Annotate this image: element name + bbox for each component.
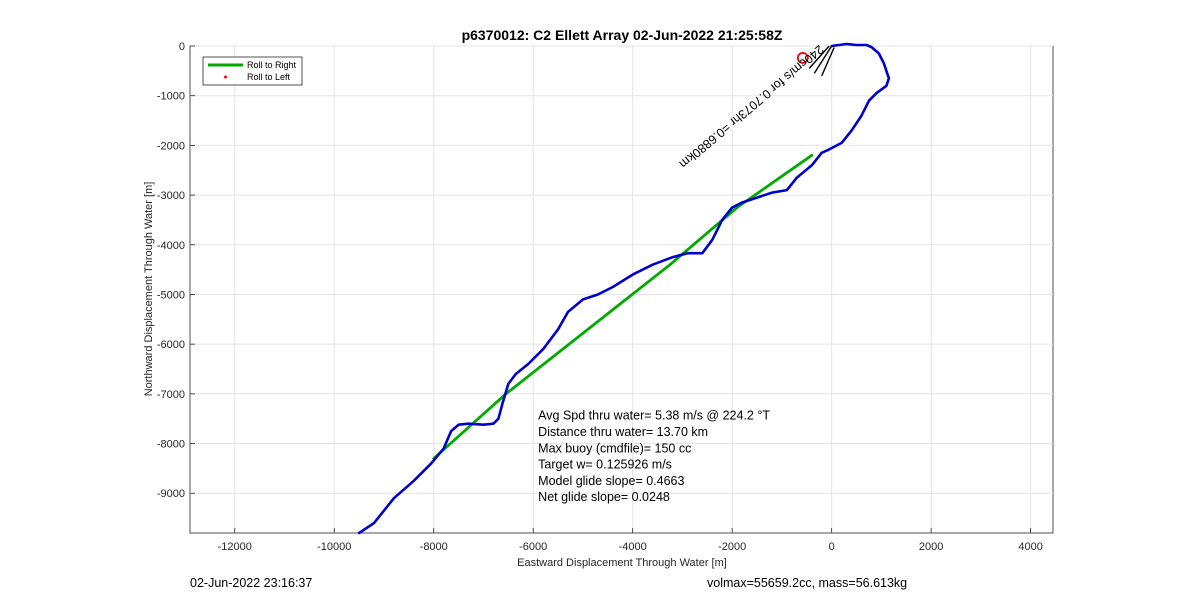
series-layer	[357, 42, 891, 535]
x-axis-label: Eastward Displacement Through Water [m]	[517, 557, 727, 569]
roll-right-segment	[504, 263, 672, 396]
y-tick-label: -4000	[157, 240, 185, 252]
x-tick-label: -6000	[519, 541, 547, 553]
y-tick-label: -8000	[157, 439, 185, 451]
x-tick-label: -12000	[218, 541, 252, 553]
x-tick-label: 4000	[1018, 541, 1042, 553]
current-arrow	[813, 45, 833, 74]
x-tick-label: 0	[829, 541, 835, 553]
x-tick-label: -4000	[619, 541, 647, 553]
grid-lines	[190, 45, 1053, 533]
footer-timestamp: 02-Jun-2022 23:16:37	[190, 576, 313, 590]
legend: Roll to Right Roll to Left	[202, 56, 303, 86]
legend-box	[202, 56, 303, 86]
stats-line: Model glide slope= 0.4663	[538, 474, 684, 488]
x-tick-labels: -12000 -10000 -8000 -6000 -4000 -2000 0 2000 400…	[218, 541, 1043, 553]
current-arrow	[808, 45, 830, 69]
marker-layer	[796, 45, 835, 77]
y-tick-labels: 0 -1000 -2000 -3000 -4000 -5000 -6000 -7000 -800…	[157, 41, 185, 500]
y-tick-label: -7000	[157, 389, 185, 401]
y-tick-label: -9000	[157, 488, 185, 500]
stats-block: Avg Spd thru water= 5.38 m/s @ 224.2 °T D…	[538, 409, 770, 505]
y-tick-label: -5000	[157, 289, 185, 301]
trajectory-line	[357, 42, 891, 535]
legend-swatch-roll-left	[224, 75, 227, 79]
legend-label-roll-right: Roll to Right	[247, 60, 297, 70]
footer-volmax-mass: volmax=55659.2cc, mass=56.613kg	[707, 576, 908, 590]
x-tick-label: -10000	[317, 541, 351, 553]
y-tick-label: -3000	[157, 190, 185, 202]
y-axis-label: Northward Displacement Through Water [m]	[143, 182, 155, 397]
x-tick-label: -2000	[718, 541, 746, 553]
stats-line: Distance thru water= 13.70 km	[538, 425, 708, 439]
y-tick-label: -6000	[157, 339, 185, 351]
legend-label-roll-left: Roll to Left	[247, 72, 291, 82]
stats-line: Target w= 0.125926 m/s	[538, 458, 672, 472]
x-tick-label: 2000	[919, 541, 943, 553]
y-tick-label: 0	[179, 41, 185, 53]
chart-title: p6370012: C2 Ellett Array 02-Jun-2022 21…	[462, 27, 783, 43]
y-tick-label: -1000	[157, 91, 185, 103]
x-tick-label: -8000	[420, 541, 448, 553]
roll-right-segment	[432, 392, 508, 460]
current-arrow	[821, 47, 835, 77]
stats-line: Avg Spd thru water= 5.38 m/s @ 224.2 °T	[538, 409, 770, 423]
stats-line: Max buoy (cmdfile)= 150 cc	[538, 441, 691, 455]
stats-line: Net glide slope= 0.0248	[538, 490, 670, 504]
y-tick-label: -2000	[157, 140, 185, 152]
start-position-marker	[796, 52, 809, 64]
